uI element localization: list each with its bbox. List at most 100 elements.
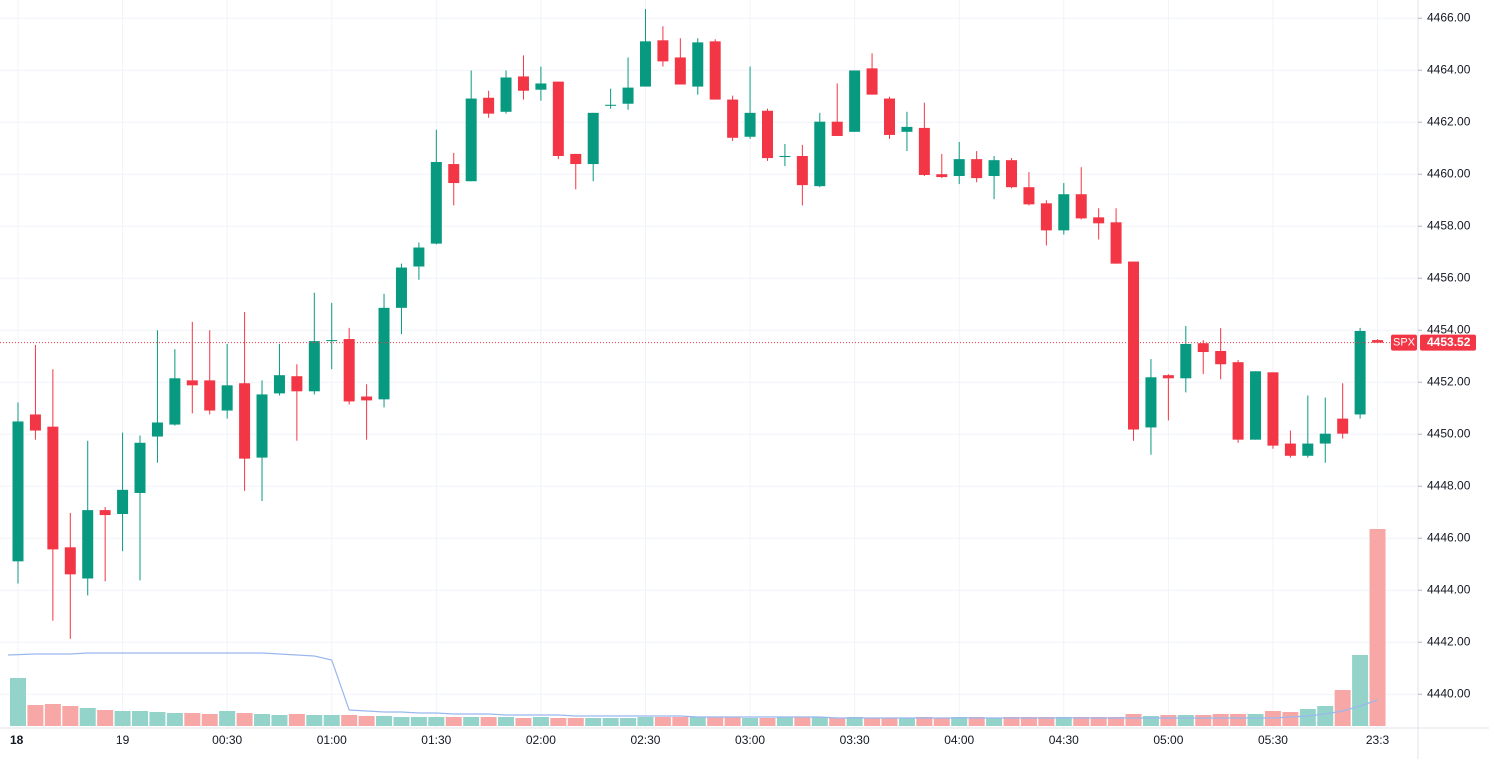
volume-bar	[201, 714, 218, 726]
candle-body	[169, 378, 181, 425]
y-tick-label: 4452.00	[1427, 374, 1471, 388]
volume-bar	[1299, 709, 1316, 726]
y-tick-label: 4462.00	[1427, 114, 1471, 128]
volume-bar	[1038, 717, 1055, 726]
candle-body	[483, 97, 495, 114]
candle-body	[343, 339, 355, 402]
candle-body	[1284, 443, 1296, 456]
x-tick-label: 01:30	[421, 733, 451, 747]
candle-body	[1093, 217, 1105, 224]
volume-bar	[986, 718, 1003, 726]
volume-bar	[132, 711, 149, 726]
candle-body	[134, 442, 146, 493]
candle-body	[186, 380, 198, 386]
y-tick-label: 4454.00	[1427, 322, 1471, 336]
volume-bar	[1177, 715, 1194, 726]
candle-body	[918, 127, 930, 175]
volume-bar	[410, 717, 427, 726]
candle-body	[1354, 330, 1366, 415]
volume-bar	[811, 717, 828, 726]
candle-body	[1319, 433, 1331, 444]
volume-bar	[933, 718, 950, 726]
volume-bar	[515, 718, 532, 726]
volume-bar	[10, 678, 26, 726]
x-tick-label: 04:00	[944, 733, 974, 747]
volume-bar	[916, 717, 933, 726]
candle-body	[988, 160, 1000, 177]
volume-bar	[166, 713, 183, 726]
candle-body	[1006, 160, 1018, 188]
candle-body	[814, 121, 826, 187]
y-tick-label: 4446.00	[1427, 530, 1471, 544]
volume-bar	[620, 718, 637, 726]
y-tick-label: 4458.00	[1427, 218, 1471, 232]
y-tick-label: 4460.00	[1427, 166, 1471, 180]
volume-bar	[1334, 690, 1351, 726]
volume-bar	[306, 715, 323, 726]
volume-bar	[288, 714, 305, 726]
candle-body	[1215, 351, 1227, 365]
candle-body	[465, 98, 477, 182]
candle-body	[1267, 372, 1279, 446]
volume-bar	[254, 714, 271, 726]
candle-body	[971, 159, 983, 179]
symbol-badge	[1391, 334, 1417, 351]
volume-bar	[724, 717, 741, 726]
volume-bar	[707, 717, 724, 726]
candle-body	[291, 376, 303, 392]
candle-body	[1232, 362, 1244, 440]
candle-body	[936, 174, 948, 178]
last-price-badge	[1420, 334, 1476, 351]
volume-bar	[689, 717, 706, 726]
candle-body	[1197, 343, 1209, 353]
candle-body	[535, 83, 547, 90]
candle-body	[831, 121, 843, 136]
candle-body	[1110, 222, 1122, 264]
candle-body	[796, 156, 808, 186]
plot-area	[0, 9, 1418, 726]
volume-bar	[532, 717, 549, 726]
x-tick-label: 05:30	[1258, 733, 1288, 747]
candle-body	[378, 307, 390, 400]
candle-body	[1250, 371, 1262, 440]
volume-bar	[114, 711, 131, 726]
candle-body	[953, 159, 965, 177]
candle-body	[552, 81, 564, 156]
y-tick-label: 4440.00	[1427, 686, 1471, 700]
candle-body	[430, 161, 442, 244]
candle-body	[1162, 375, 1174, 379]
candle-body	[1302, 443, 1314, 456]
volume-bar	[27, 705, 44, 726]
volume-bar	[1003, 717, 1020, 726]
volume-bar	[881, 718, 898, 726]
candle-body	[639, 41, 651, 87]
volume-bar	[184, 713, 201, 726]
x-tick-label: 04:30	[1049, 733, 1079, 747]
candle-body	[866, 68, 878, 95]
volume-bar	[742, 718, 759, 726]
candle-body	[1040, 203, 1052, 231]
candle-body	[1180, 343, 1192, 379]
candle-body	[849, 70, 861, 132]
volume-bar	[1212, 714, 1229, 726]
x-tick-label: 23:3	[1366, 733, 1390, 747]
x-tick-label: 19	[116, 733, 130, 747]
volume-bar	[445, 717, 462, 726]
candle-body	[221, 385, 233, 411]
y-tick-label: 4444.00	[1427, 582, 1471, 596]
candle-body	[117, 489, 129, 515]
x-tick-label: 02:00	[526, 733, 556, 747]
y-tick-label: 4464.00	[1427, 62, 1471, 76]
volume-bar	[567, 718, 584, 726]
volume-bar	[1142, 716, 1159, 726]
candle-body	[64, 547, 76, 575]
candle-body	[605, 104, 617, 106]
volume-bar	[951, 717, 968, 726]
x-tick-label: 02:30	[630, 733, 660, 747]
volume-bar	[149, 712, 166, 726]
candle-body	[727, 99, 739, 138]
volume-bar	[358, 716, 375, 726]
candle-body	[1372, 340, 1384, 343]
volume-bar	[1055, 717, 1072, 726]
x-tick-label: 01:00	[317, 733, 347, 747]
